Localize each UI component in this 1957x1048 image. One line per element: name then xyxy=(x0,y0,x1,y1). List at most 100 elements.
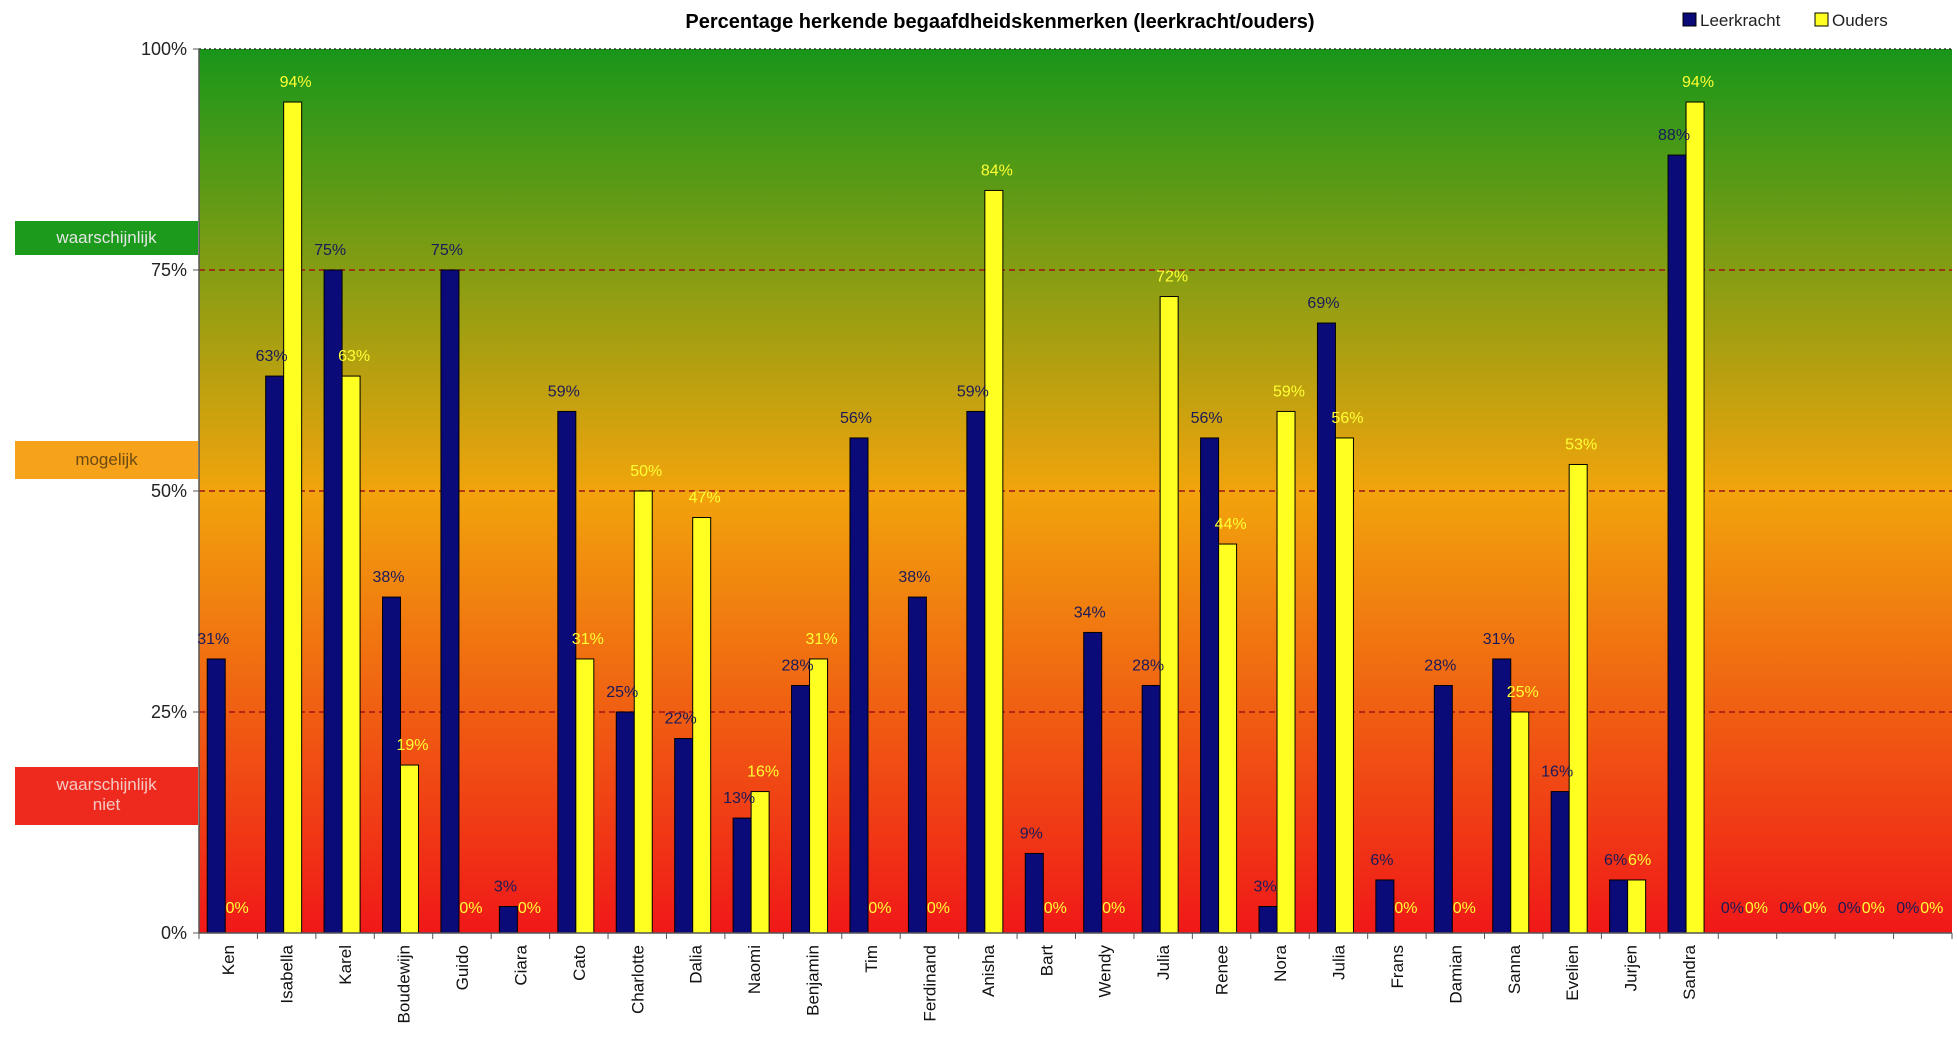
bar-leerkracht xyxy=(674,738,694,934)
x-tick-label: Boudewijn xyxy=(395,945,414,1023)
data-label-leerkracht: 75% xyxy=(431,242,463,259)
x-tick-label: Charlotte xyxy=(628,945,647,1014)
x-tick-label: Jurjen xyxy=(1622,945,1641,991)
bar-leerkracht xyxy=(1024,852,1044,934)
bar-leerkracht xyxy=(966,410,986,934)
bar-leerkracht xyxy=(1433,684,1453,934)
y-tick-label: 75% xyxy=(151,260,187,280)
bar-leerkracht xyxy=(265,375,285,934)
bar-ouders xyxy=(400,764,420,934)
legend-label-leerkracht: Leerkracht xyxy=(1700,11,1781,30)
data-label-ouders: 0% xyxy=(518,900,541,917)
x-tick-label: Cato xyxy=(570,945,589,981)
x-tick-label: Julia xyxy=(1154,944,1173,980)
data-label-leerkracht: 88% xyxy=(1658,127,1690,144)
bar-leerkracht xyxy=(1667,154,1687,934)
x-tick-label: Anisha xyxy=(979,944,998,997)
data-label-ouders: 63% xyxy=(338,348,370,365)
data-label-ouders: 6% xyxy=(1628,852,1651,869)
data-label-leerkracht: 3% xyxy=(494,878,517,895)
band-label-mogelijk: mogelijk xyxy=(15,441,198,479)
x-tick-label: Renee xyxy=(1213,945,1232,995)
data-label-leerkracht: 6% xyxy=(1370,852,1393,869)
legend: Leerkracht Ouders xyxy=(1682,11,1888,30)
x-tick-label: Damian xyxy=(1446,945,1465,1004)
bar-leerkracht xyxy=(732,817,752,934)
x-tick-label: Guido xyxy=(453,945,472,990)
data-label-leerkracht: 59% xyxy=(957,383,989,400)
legend-swatch-leerkracht xyxy=(1682,12,1697,27)
data-label-ouders: 16% xyxy=(747,764,779,781)
bar-leerkracht xyxy=(1609,879,1629,934)
data-label-leerkracht: 25% xyxy=(606,684,638,701)
data-label-leerkracht: 38% xyxy=(373,569,405,586)
data-label-leerkracht: 59% xyxy=(548,383,580,400)
data-label-ouders: 0% xyxy=(226,900,249,917)
bar-leerkracht xyxy=(382,596,402,934)
y-tick-label: 0% xyxy=(161,923,187,943)
reference-lines xyxy=(199,48,1952,713)
bar-leerkracht xyxy=(849,437,869,934)
data-label-ouders: 94% xyxy=(280,74,312,91)
y-tick-label: 100% xyxy=(141,39,187,59)
bar-leerkracht xyxy=(498,905,518,934)
data-label-leerkracht: 13% xyxy=(723,790,755,807)
data-label-ouders: 72% xyxy=(1156,269,1188,286)
value-labels: 31% 63% 75% 38% 75% 3% 59% 25% 22% 13% 28% 56% 38% 59… xyxy=(197,74,1943,917)
data-label-ouders: 0% xyxy=(1920,900,1943,917)
x-tick-label: Wendy xyxy=(1096,945,1115,998)
data-label-ouders: 0% xyxy=(459,900,482,917)
band-label-text: waarschijnlijk xyxy=(56,228,157,247)
data-label-ouders: 0% xyxy=(1394,900,1417,917)
bar-leerkracht xyxy=(440,269,460,934)
data-label-ouders: 47% xyxy=(689,490,721,507)
data-label-ouders: 0% xyxy=(868,900,891,917)
data-label-ouders: 19% xyxy=(397,737,429,754)
x-tick-label: Ciara xyxy=(511,944,530,985)
y-tick-label: 25% xyxy=(151,702,187,722)
x-tick-label: Ferdinand xyxy=(920,945,939,1022)
band-label-waarschijnlijk-niet: waarschijnlijk niet xyxy=(15,767,198,825)
x-axis: Ken Isabella Karel Boudewijn Guido Ciara Cato C… xyxy=(198,932,1953,1023)
bar-ouders xyxy=(1568,463,1588,934)
bar-ouders xyxy=(1334,437,1354,934)
x-tick-label: Julia xyxy=(1329,944,1348,980)
band-label-waarschijnlijk: waarschijnlijk xyxy=(15,221,198,255)
data-label-ouders: 25% xyxy=(1507,684,1539,701)
bar-ouders xyxy=(1276,410,1296,934)
bar-leerkracht xyxy=(791,684,811,934)
data-label-ouders: 0% xyxy=(1453,900,1476,917)
data-label-leerkracht: 22% xyxy=(665,711,697,728)
data-label-leerkracht: 9% xyxy=(1020,825,1043,842)
data-label-ouders: 50% xyxy=(630,463,662,480)
bar-leerkracht xyxy=(1375,879,1395,934)
data-label-ouders: 0% xyxy=(927,900,950,917)
x-tick-label: Bart xyxy=(1037,945,1056,976)
x-tick-label: Benjamin xyxy=(804,945,823,1016)
bar-leerkracht xyxy=(1141,684,1161,934)
bar-leerkracht xyxy=(1083,631,1103,934)
bar-leerkracht xyxy=(907,596,927,934)
bar-ouders xyxy=(1627,879,1647,934)
legend-swatch-ouders xyxy=(1814,12,1829,27)
data-label-leerkracht: 31% xyxy=(1483,631,1515,648)
x-tick-label: Naomi xyxy=(745,945,764,994)
x-tick-label: Frans xyxy=(1388,945,1407,988)
data-label-ouders: 0% xyxy=(1745,900,1768,917)
data-label-ouders: 44% xyxy=(1215,516,1247,533)
x-tick-label: Isabella xyxy=(278,944,297,1003)
data-label-leerkracht: 0% xyxy=(1896,900,1919,917)
data-label-ouders: 31% xyxy=(806,631,838,648)
bar-ouders xyxy=(575,658,595,934)
data-label-leerkracht: 69% xyxy=(1307,295,1339,312)
bar-leerkracht xyxy=(1550,791,1570,934)
data-label-ouders: 0% xyxy=(1862,900,1885,917)
data-label-ouders: 53% xyxy=(1565,436,1597,453)
band-label-text: mogelijk xyxy=(75,450,138,469)
data-label-leerkracht: 31% xyxy=(197,631,229,648)
bars xyxy=(206,101,1705,934)
bar-ouders xyxy=(1218,543,1238,934)
data-label-leerkracht: 0% xyxy=(1838,900,1861,917)
data-label-leerkracht: 28% xyxy=(1132,657,1164,674)
bar-ouders xyxy=(809,658,829,934)
